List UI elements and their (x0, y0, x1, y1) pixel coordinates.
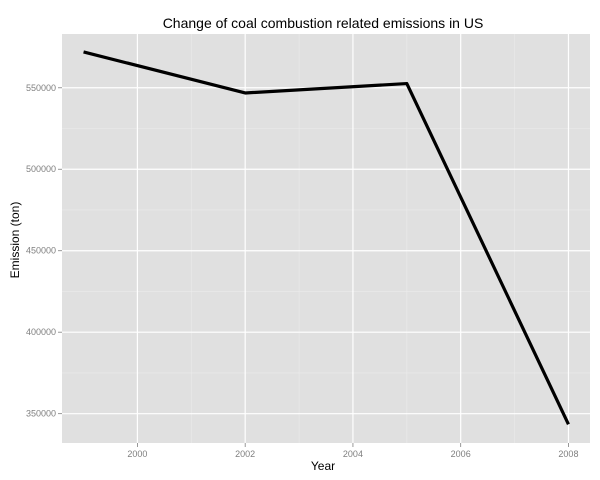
plot-panel (62, 34, 590, 443)
x-tick-label: 2000 (127, 449, 147, 459)
y-axis: 350000 400000 450000 500000 550000 (26, 83, 62, 419)
x-axis-title: Year (311, 459, 335, 473)
series-layer (83, 50, 570, 425)
y-tick-label: 550000 (26, 83, 56, 93)
x-axis: 2000 2002 2004 2006 2008 (127, 443, 578, 459)
y-tick-label: 400000 (26, 327, 56, 337)
x-tick-label: 2006 (451, 449, 471, 459)
minor-gridlines (62, 34, 590, 443)
y-axis-title: Emission (ton) (8, 202, 22, 279)
chart-title: Change of coal combustion related emissi… (163, 15, 484, 31)
series-line (83, 50, 570, 425)
x-tick-label: 2002 (235, 449, 255, 459)
x-tick-label: 2008 (558, 449, 578, 459)
y-tick-label: 450000 (26, 246, 56, 256)
y-tick-label: 500000 (26, 164, 56, 174)
y-tick-label: 350000 (26, 409, 56, 419)
x-tick-label: 2004 (343, 449, 363, 459)
